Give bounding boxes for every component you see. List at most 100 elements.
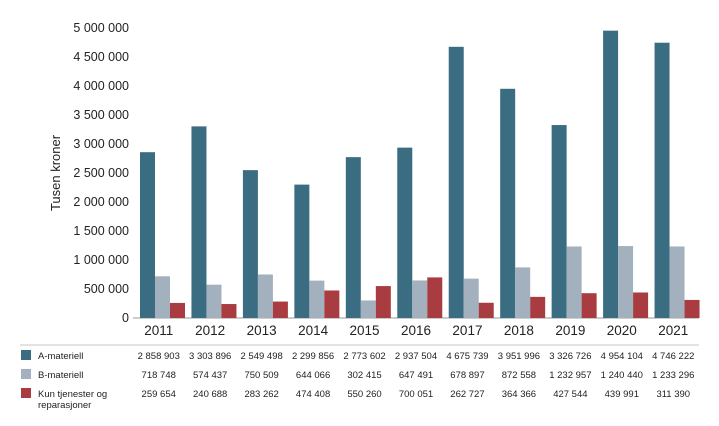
x-tick-label: 2017	[452, 323, 482, 338]
table-cell: 259 654	[142, 389, 176, 400]
legend-swatch	[21, 350, 31, 360]
x-tick-label: 2013	[247, 323, 277, 338]
table-cell: 4 954 104	[601, 351, 643, 362]
y-axis-label: Tusen kroner	[48, 134, 63, 211]
legend-label: A-materiell	[38, 351, 83, 362]
bar	[324, 290, 340, 318]
legend-label: reparasjoner	[38, 400, 91, 411]
bar	[360, 300, 376, 318]
legend-label: Kun tjenester og	[38, 389, 107, 400]
table-cell: 283 262	[244, 389, 278, 400]
bar	[170, 302, 185, 318]
table-cell: 364 366	[502, 389, 536, 400]
table-cell: 439 991	[605, 389, 639, 400]
bar	[191, 126, 207, 319]
y-tick-label: 500 000	[84, 282, 129, 296]
bar	[242, 170, 258, 318]
table-cell: 644 066	[296, 370, 330, 381]
y-tick-label: 4 500 000	[73, 50, 129, 64]
table-cell: 262 727	[450, 389, 484, 400]
y-tick-label: 4 000 000	[73, 79, 129, 93]
bar	[633, 292, 649, 318]
y-tick-label: 3 000 000	[73, 137, 129, 151]
table-cell: 427 544	[553, 389, 587, 400]
bar	[272, 301, 288, 318]
x-tick-label: 2019	[555, 323, 585, 338]
bar	[618, 246, 634, 318]
bar	[515, 267, 531, 318]
x-tick-label: 2021	[658, 323, 688, 338]
bar	[500, 88, 516, 318]
bar	[566, 246, 582, 318]
table-cell: 718 748	[142, 370, 176, 381]
bar	[294, 184, 310, 318]
x-tick-label: 2012	[195, 323, 225, 338]
y-tick-label: 0	[122, 311, 129, 325]
table-cell: 3 951 996	[498, 351, 540, 362]
bar	[221, 304, 237, 318]
bar	[551, 125, 567, 318]
y-tick-label: 3 500 000	[73, 108, 129, 122]
table-cell: 1 233 296	[652, 370, 694, 381]
table-cell: 872 558	[502, 370, 536, 381]
table-cell: 700 051	[399, 389, 433, 400]
bar	[345, 157, 361, 318]
table-cell: 1 232 957	[549, 370, 591, 381]
legend-label: B-materiell	[38, 370, 83, 381]
bar	[309, 280, 325, 318]
x-tick-label: 2015	[350, 323, 380, 338]
legend-swatch	[21, 369, 31, 379]
bar	[478, 302, 494, 318]
table-cell: 2 937 504	[395, 351, 437, 362]
bar	[530, 296, 546, 318]
table-cell: 240 688	[193, 389, 227, 400]
table-cell: 4 675 739	[446, 351, 488, 362]
table-cell: 474 408	[296, 389, 330, 400]
bar	[397, 147, 413, 318]
table-cell: 574 437	[193, 370, 227, 381]
table-cell: 302 415	[347, 370, 381, 381]
table-cell: 647 491	[399, 370, 433, 381]
x-tick-label: 2020	[607, 323, 637, 338]
table-cell: 3 303 896	[189, 351, 231, 362]
bar	[463, 278, 479, 318]
table-cell: 2 858 903	[138, 351, 180, 362]
bar	[669, 246, 685, 318]
table-cell: 750 509	[244, 370, 278, 381]
y-tick-label: 1 500 000	[73, 224, 129, 238]
x-tick-label: 2018	[504, 323, 534, 338]
bar	[581, 293, 597, 318]
y-tick-label: 1 000 000	[73, 253, 129, 267]
table-cell: 2 549 498	[241, 351, 283, 362]
bar	[375, 286, 391, 318]
bar	[412, 280, 428, 318]
y-tick-label: 5 000 000	[73, 21, 129, 35]
data-table: A-materiell 2 858 903 3 303 896 2 549 498 2 …	[21, 350, 694, 411]
bar	[654, 42, 670, 319]
y-tick-label: 2 500 000	[73, 166, 129, 180]
x-tick-labels: 2011 2012 2013 2014 2015 2016 2017 2018 2019 2020…	[144, 323, 688, 338]
x-tick-label: 2016	[401, 323, 431, 338]
table-cell: 4 746 222	[652, 351, 694, 362]
bar	[257, 274, 273, 318]
bars	[140, 30, 700, 319]
table-cell: 311 390	[656, 389, 690, 400]
x-tick-label: 2011	[144, 323, 173, 338]
table-cell: 2 299 856	[292, 351, 334, 362]
table-cell: 3 326 726	[549, 351, 591, 362]
table-cell: 678 897	[450, 370, 484, 381]
bar	[448, 46, 464, 319]
bar	[684, 299, 700, 318]
table-cell: 550 260	[347, 389, 381, 400]
table-cell: 2 773 602	[343, 351, 385, 362]
bar	[155, 276, 170, 318]
table-cell: 1 240 440	[601, 370, 643, 381]
bar	[140, 152, 155, 318]
y-tick-label: 2 000 000	[73, 195, 129, 209]
bar	[206, 284, 222, 318]
legend-swatch	[21, 388, 31, 398]
x-tick-label: 2014	[298, 323, 329, 338]
y-tick-labels: 0 500 000 1 000 000 1 500 000 2 000 000 2 500…	[73, 21, 129, 325]
bar	[427, 277, 443, 318]
